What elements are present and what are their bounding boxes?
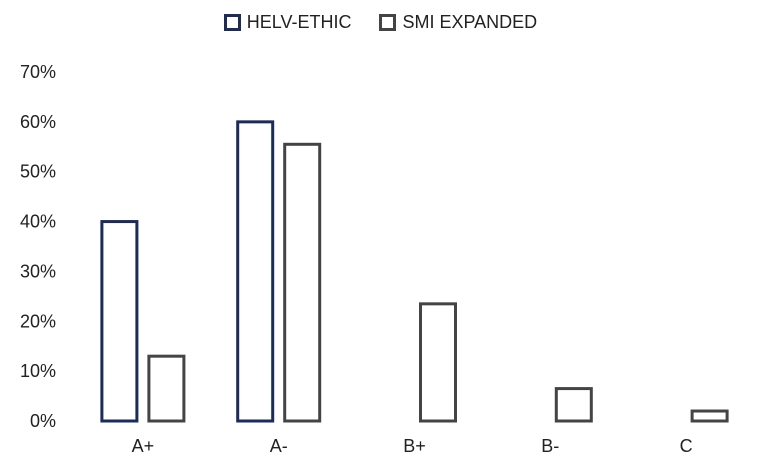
y-tick-label: 10%: [20, 361, 56, 381]
legend-label-smi-expanded: SMI EXPANDED: [402, 12, 538, 32]
x-category-label: B-: [541, 436, 559, 456]
legend-item-helv-ethic: HELV-ETHIC: [223, 12, 352, 33]
bar-helv-ethic-aminus: [236, 120, 275, 423]
legend-swatch-smi-expanded: [379, 14, 397, 31]
bar-helv-ethic-aplus: [100, 220, 139, 423]
y-tick-label: 60%: [20, 112, 56, 132]
y-tick-label: 50%: [20, 162, 56, 182]
y-tick-label: 70%: [20, 62, 56, 82]
y-tick-label: 30%: [20, 261, 56, 281]
y-tick-label: 0%: [30, 411, 56, 431]
legend-item-smi-expanded: SMI EXPANDED: [379, 12, 537, 33]
bar-smi-expanded-bminus: [554, 387, 593, 423]
y-tick-label: 20%: [20, 311, 56, 331]
legend-swatch-helv-ethic: [223, 14, 241, 31]
x-category-label: A+: [132, 436, 155, 456]
bar-smi-expanded-bplus: [419, 302, 457, 423]
bar-smi-expanded-aminus: [283, 142, 322, 423]
bar-smi-expanded-c: [690, 409, 729, 423]
x-category-label: A-: [270, 436, 288, 456]
chart-legend: HELV-ETHIC SMI EXPANDED: [0, 12, 761, 33]
legend-label-helv-ethic: HELV-ETHIC: [246, 12, 352, 32]
x-category-label: B+: [403, 436, 426, 456]
y-tick-label: 40%: [20, 212, 56, 232]
bar-smi-expanded-aplus: [147, 354, 186, 423]
x-category-label: C: [680, 436, 693, 456]
